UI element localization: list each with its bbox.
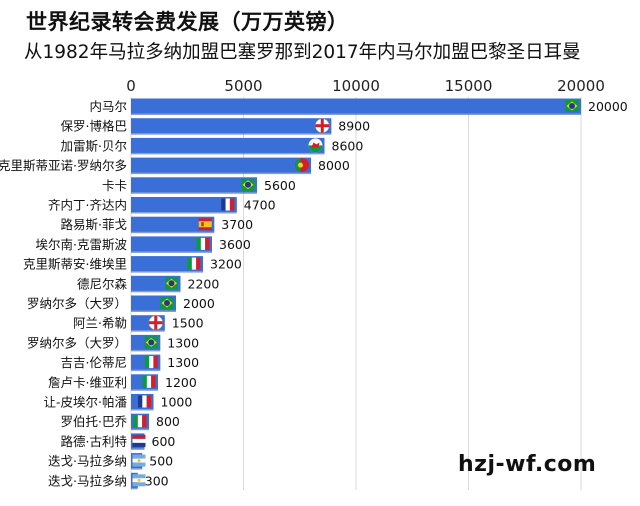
data-label: 500: [149, 454, 173, 469]
category-label: 内马尔: [89, 99, 127, 114]
x-tick-label: 5000: [224, 77, 262, 95]
data-label: 8000: [318, 158, 350, 173]
brazil-flag-icon: [241, 178, 255, 191]
bar: [131, 157, 311, 173]
bar: [131, 137, 325, 153]
bar: [131, 216, 215, 232]
data-label: 600: [152, 434, 176, 449]
data-label: 4700: [244, 198, 276, 213]
x-tick-label: 0: [126, 77, 136, 95]
category-label: 迭戈·马拉多纳: [48, 454, 127, 469]
chart-subtitle: 从1982年马拉多纳加盟巴塞罗那到2017年内马尔加盟巴黎圣日耳曼: [24, 42, 581, 63]
category-labels: 内马尔保罗·博格巴加雷斯·贝尔克里斯蒂亚诺·罗纳尔多卡卡齐内丁·齐达内路易斯·菲…: [0, 99, 127, 488]
data-label: 1000: [161, 395, 193, 410]
spain-flag-icon: [198, 218, 212, 231]
x-tick-label: 15000: [445, 77, 493, 95]
france-flag-icon: [221, 198, 235, 211]
england-flag-icon: [148, 315, 164, 331]
italy-flag-icon: [133, 415, 147, 428]
bar: [131, 177, 257, 193]
watermark-text: hzj-wf.com: [458, 452, 597, 477]
category-label: 齐内丁·齐达内: [48, 198, 127, 213]
chart-title: 世界纪录转会费发展（万万英镑）: [26, 10, 349, 34]
category-label: 路易斯·菲戈: [61, 217, 127, 232]
bar: [131, 98, 581, 114]
bar: [131, 118, 332, 134]
category-label: 卡卡: [102, 178, 127, 193]
data-label: 1300: [167, 355, 199, 370]
category-label: 克里斯蒂亚诺·罗纳尔多: [0, 158, 127, 173]
brazil-flag-icon: [165, 277, 178, 290]
category-label: 路德·古利特: [61, 434, 127, 449]
category-label: 罗纳尔多（大罗）: [27, 335, 127, 350]
data-label: 5600: [264, 178, 296, 193]
data-label: 8900: [338, 119, 370, 134]
category-label: 保罗·博格巴: [61, 119, 127, 134]
data-label: 1200: [165, 375, 197, 390]
x-tick-label: 20000: [557, 77, 605, 95]
category-label: 詹卢卡·维亚利: [48, 375, 127, 390]
brazil-flag-icon: [160, 297, 174, 309]
category-label: 埃尔南·克雷斯波: [36, 237, 128, 252]
portugal-flag-icon: [295, 158, 309, 173]
italy-flag-icon: [144, 356, 158, 369]
bar: [131, 256, 203, 272]
data-label: 1300: [167, 335, 199, 350]
category-label: 克里斯蒂安·维埃里: [23, 257, 127, 272]
category-label: 罗纳尔多（大罗）: [27, 296, 127, 311]
x-tick-label: 10000: [332, 77, 380, 95]
data-label: 1500: [172, 316, 204, 331]
category-label: 吉吉·伦蒂尼: [61, 355, 127, 370]
category-label: 迭戈·马拉多纳: [48, 473, 127, 488]
data-label: 2200: [188, 276, 220, 291]
data-label: 2000: [183, 296, 215, 311]
category-label: 罗伯托·巴乔: [61, 414, 128, 429]
grid-lines: [130, 97, 582, 490]
wales-flag-icon: [308, 138, 323, 153]
brazil-flag-icon: [565, 100, 579, 112]
category-label: 让-皮埃尔·帕潘: [44, 395, 128, 410]
data-label: 3700: [221, 217, 253, 232]
italy-flag-icon: [187, 257, 201, 270]
category-label: 阿兰·希勒: [73, 316, 127, 331]
bars: [131, 98, 581, 490]
data-label: 8600: [332, 138, 364, 153]
x-axis-ticks: 0 5000 10000 15000 20000: [126, 77, 605, 95]
italy-flag-icon: [196, 237, 210, 250]
flags: [132, 100, 579, 487]
argentina-flag-icon: [132, 454, 146, 467]
italy-flag-icon: [142, 375, 156, 388]
brazil-flag-icon: [144, 336, 158, 349]
data-label: 3600: [219, 237, 251, 252]
france-flag-icon: [138, 395, 151, 408]
category-label: 加雷斯·贝尔: [61, 138, 127, 153]
data-label: 300: [145, 473, 169, 488]
argentina-flag-icon: [132, 474, 146, 487]
category-label: 德尼尔森: [77, 276, 128, 291]
bar: [131, 236, 212, 252]
data-label: 800: [156, 414, 180, 429]
data-labels: 20000 8900 8600 8000 5600 4700 3700 3600 3200 220…: [145, 99, 628, 488]
data-label: 3200: [210, 257, 242, 272]
bar: [131, 197, 237, 212]
netherlands-flag-icon: [132, 434, 146, 447]
england-flag-icon: [314, 118, 330, 133]
data-label: 20000: [588, 99, 628, 114]
